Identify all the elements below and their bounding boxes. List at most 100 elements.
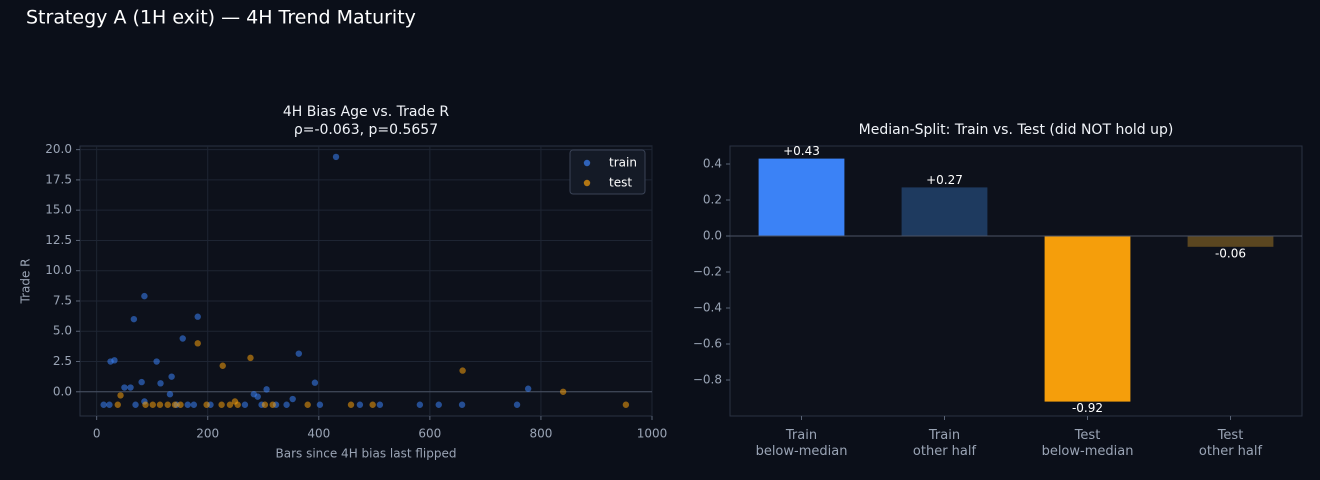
point xyxy=(622,401,630,408)
point xyxy=(316,401,324,408)
point xyxy=(121,384,128,391)
bar xyxy=(758,158,845,236)
point xyxy=(153,358,160,365)
y-tick-label: 0.0 xyxy=(53,384,72,398)
y-tick-label: −0.6 xyxy=(693,337,722,351)
chart-title: 4H Bias Age vs. Trade R xyxy=(283,104,449,120)
plot-area xyxy=(79,145,653,417)
point xyxy=(369,401,376,408)
bar xyxy=(1044,236,1131,402)
point xyxy=(171,401,179,408)
bar xyxy=(901,187,988,236)
point xyxy=(513,401,521,408)
point xyxy=(177,401,184,408)
point xyxy=(117,392,124,399)
y-tick-label: 0.2 xyxy=(703,193,722,207)
point xyxy=(132,401,139,408)
legend-label: train xyxy=(609,156,637,170)
point xyxy=(416,401,424,408)
value-label: +0.43 xyxy=(783,144,820,158)
value-label: -0.92 xyxy=(1072,401,1103,415)
chart-title: Median-Split: Train vs. Test (did NOT ho… xyxy=(859,122,1174,138)
y-tick-label: −0.4 xyxy=(693,301,722,315)
point xyxy=(356,401,364,408)
point xyxy=(194,340,201,347)
point xyxy=(304,401,311,408)
point xyxy=(179,335,186,342)
point xyxy=(156,401,164,408)
point xyxy=(263,386,270,393)
point xyxy=(261,401,269,408)
y-tick-label: 5.0 xyxy=(53,324,72,338)
x-tick-label: Test below-median xyxy=(1041,428,1134,459)
point xyxy=(219,362,226,369)
value-label: -0.06 xyxy=(1215,246,1246,260)
point xyxy=(459,367,466,374)
point xyxy=(106,401,113,408)
point xyxy=(100,401,107,408)
point xyxy=(149,401,156,408)
point xyxy=(190,401,198,408)
y-tick-label: 0.4 xyxy=(703,157,722,171)
point xyxy=(130,315,138,323)
x-tick-label: Test other half xyxy=(1198,428,1263,459)
point xyxy=(166,391,174,398)
x-axis-label: Bars since 4H bias last flipped xyxy=(275,447,456,461)
point xyxy=(332,153,340,161)
x-tick-label: 0 xyxy=(93,427,101,441)
point xyxy=(111,357,118,364)
point xyxy=(168,373,175,380)
point xyxy=(289,395,296,403)
point xyxy=(311,379,319,386)
point xyxy=(203,401,210,408)
point xyxy=(283,401,290,408)
x-tick-label: 800 xyxy=(529,427,552,441)
y-tick-label: 10.0 xyxy=(45,263,72,277)
x-tick-label: Train below-median xyxy=(755,428,848,459)
point xyxy=(157,380,164,387)
point xyxy=(376,401,384,408)
point xyxy=(295,350,303,357)
y-tick-label: 20.0 xyxy=(45,142,72,156)
point xyxy=(269,401,276,408)
y-tick-label: −0.2 xyxy=(693,265,722,279)
chart-subtitle: ρ=-0.063, p=0.5657 xyxy=(294,122,438,138)
point xyxy=(226,401,234,408)
point xyxy=(435,401,442,408)
y-tick-label: 17.5 xyxy=(45,172,72,186)
point xyxy=(142,401,149,408)
y-tick-label: −0.8 xyxy=(693,373,722,387)
point xyxy=(234,401,241,408)
value-label: +0.27 xyxy=(926,173,963,187)
y-tick-label: 12.5 xyxy=(45,233,72,247)
point xyxy=(184,401,191,408)
bar xyxy=(1187,236,1274,247)
y-tick-label: 15.0 xyxy=(45,203,72,217)
legend-label: test xyxy=(609,176,632,190)
point xyxy=(254,393,261,400)
y-tick-label: 7.5 xyxy=(53,293,72,307)
figure-title: Strategy A (1H exit) — 4H Trend Maturity xyxy=(26,7,416,29)
point xyxy=(194,313,201,320)
point xyxy=(524,385,532,392)
point xyxy=(458,401,466,408)
point xyxy=(138,378,145,386)
point xyxy=(114,401,121,408)
point xyxy=(241,401,249,408)
y-tick-label: 0.0 xyxy=(703,229,722,243)
x-tick-label: 200 xyxy=(196,427,219,441)
legend-marker xyxy=(583,179,591,187)
point xyxy=(247,354,254,362)
point xyxy=(164,401,171,408)
x-tick-label: 600 xyxy=(418,427,441,441)
legend-marker xyxy=(583,159,591,167)
x-tick-label: 400 xyxy=(307,427,330,441)
point xyxy=(559,388,567,395)
y-tick-label: 2.5 xyxy=(53,354,72,368)
point xyxy=(218,401,225,408)
point xyxy=(347,401,355,408)
y-axis-label: Trade R xyxy=(19,258,33,304)
point xyxy=(141,292,148,300)
